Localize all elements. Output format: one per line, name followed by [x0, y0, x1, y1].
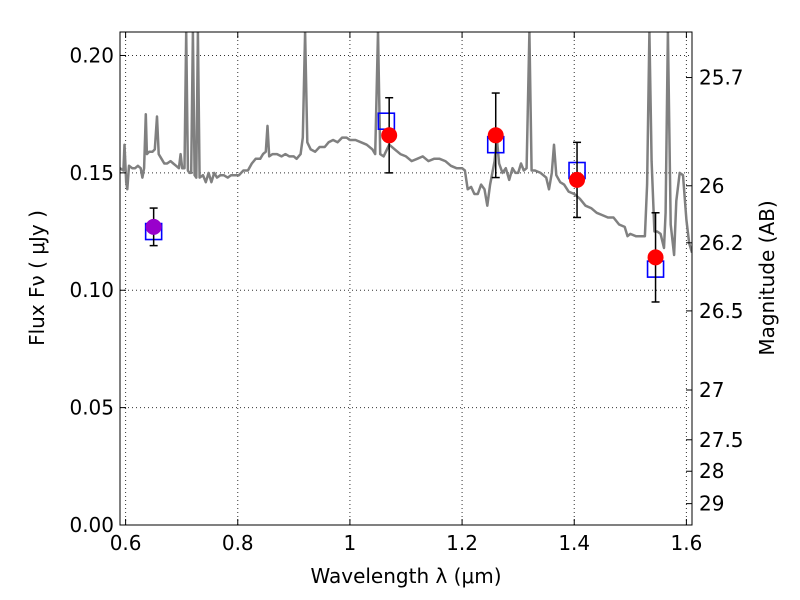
y-tick-label: 0.15 [69, 161, 114, 185]
right-tick-label: 27.5 [699, 428, 744, 452]
y-tick-label: 0.05 [69, 396, 114, 420]
y-axis: 0.00 0.05 0.10 0.15 0.20 [69, 43, 126, 537]
photometry-point [487, 127, 504, 144]
plot-frame [119, 31, 693, 526]
right-tick-label: 28 [699, 459, 724, 483]
x-tick-label: 1.2 [446, 531, 478, 555]
right-magnitude-axis: 25.7 26 26.2 26.5 27 27.5 28 29 [686, 66, 744, 516]
x-tick-label: 1 [344, 531, 357, 555]
right-tick-label: 26.2 [699, 231, 744, 255]
y-tick-label: 0.10 [69, 278, 114, 302]
x-tick-label: 0.8 [222, 531, 254, 555]
right-tick-label: 26 [699, 174, 724, 198]
x-tick-label: 1.6 [670, 531, 702, 555]
spectrum-line [120, 32, 692, 257]
y-axis-title: Flux Fν ( μJy ) [25, 210, 49, 346]
y-tick-label: 0.00 [69, 513, 114, 537]
spectrum-layer [120, 32, 692, 257]
right-tick-label: 26.5 [699, 299, 744, 323]
photometry-point [647, 249, 664, 266]
y-tick-label: 0.20 [69, 43, 114, 67]
x-tick-label: 1.4 [558, 531, 590, 555]
x-axis-title: Wavelength λ (μm) [310, 564, 501, 588]
right-tick-label: 25.7 [699, 66, 744, 90]
plot-background [120, 32, 692, 525]
x-axis: 0.6 0.8 1 1.2 1.4 1.6 [110, 32, 702, 555]
right-tick-label: 27 [699, 378, 724, 402]
photometry-point [569, 171, 586, 188]
photometry-layer [145, 127, 664, 266]
x-tick-label: 0.6 [110, 531, 142, 555]
right-axis-title: Magnitude (AB) [755, 200, 779, 355]
photometry-point [381, 127, 398, 144]
right-tick-label: 29 [699, 492, 724, 516]
photometry-point [145, 218, 162, 235]
